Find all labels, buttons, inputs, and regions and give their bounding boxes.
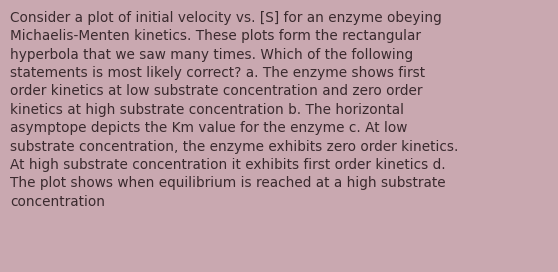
Text: Consider a plot of initial velocity vs. [S] for an enzyme obeying
Michaelis-Ment: Consider a plot of initial velocity vs. … (10, 11, 459, 209)
